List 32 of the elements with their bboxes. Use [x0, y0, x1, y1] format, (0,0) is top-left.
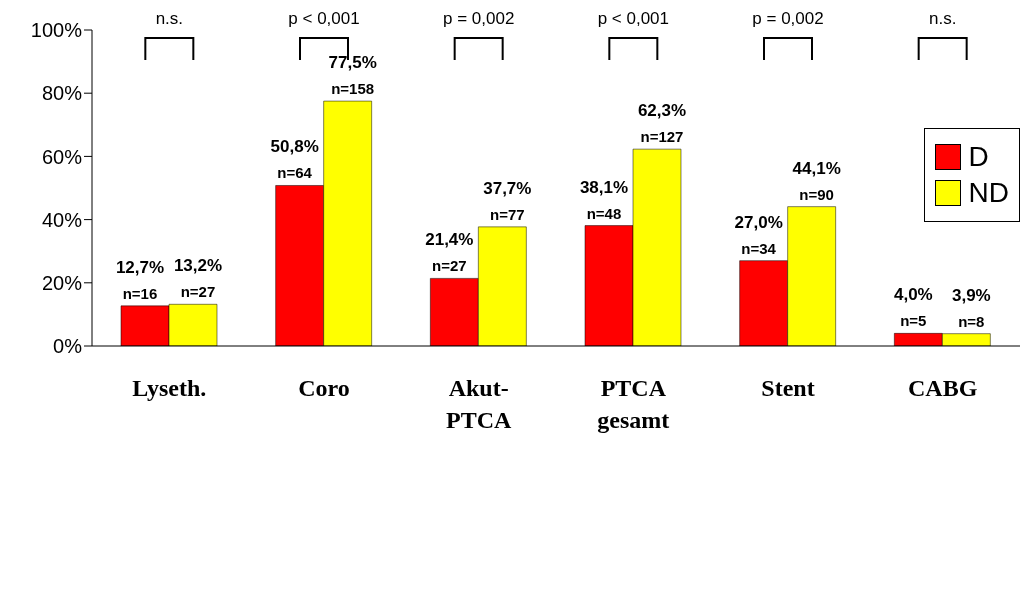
data-label: 3,9% n=8 [951, 285, 991, 330]
x-tick-label: Coro [298, 375, 350, 401]
x-tick-label: PTCA gesamt [597, 375, 670, 433]
data-label: 77,5% n=158 [328, 53, 377, 98]
text: p < 0,001 [597, 9, 670, 28]
y-tick-label: 0% [53, 335, 83, 358]
x-tick-label: Stent [761, 375, 815, 401]
legend-label: D [968, 141, 989, 173]
text: n.s. [928, 9, 957, 28]
y-tick-label: 60% [41, 145, 83, 168]
data-label: 12,7% n=16 [115, 257, 165, 302]
text: p = 0,002 [752, 9, 824, 28]
legend-label: ND [968, 177, 1009, 209]
y-tick-label: 40% [41, 208, 83, 231]
data-label: 27,0% n=34 [734, 212, 783, 257]
data-label: 44,1% n=90 [792, 158, 841, 203]
text: p = 0,002 [442, 9, 515, 28]
x-tick-label: CABG [907, 375, 978, 401]
data-label: 38,1% n=48 [579, 177, 629, 222]
x-tick-label: Lyseth. [132, 375, 207, 401]
data-label: 62,3% n=127 [637, 101, 687, 146]
data-label: 37,7% n=77 [483, 178, 532, 223]
data-label: 4,0% n=5 [893, 285, 933, 330]
text: n.s. [155, 9, 184, 28]
y-tick-label: 100% [30, 19, 83, 42]
y-tick-label: 20% [41, 271, 83, 294]
y-tick-label: 80% [41, 82, 83, 105]
x-tick-label: Akut- PTCA [445, 375, 512, 433]
text: p < 0,001 [288, 9, 360, 28]
data-label: 21,4% n=27 [425, 230, 474, 275]
data-label: 50,8% n=64 [270, 137, 319, 182]
data-label: 13,2% n=27 [173, 256, 223, 301]
